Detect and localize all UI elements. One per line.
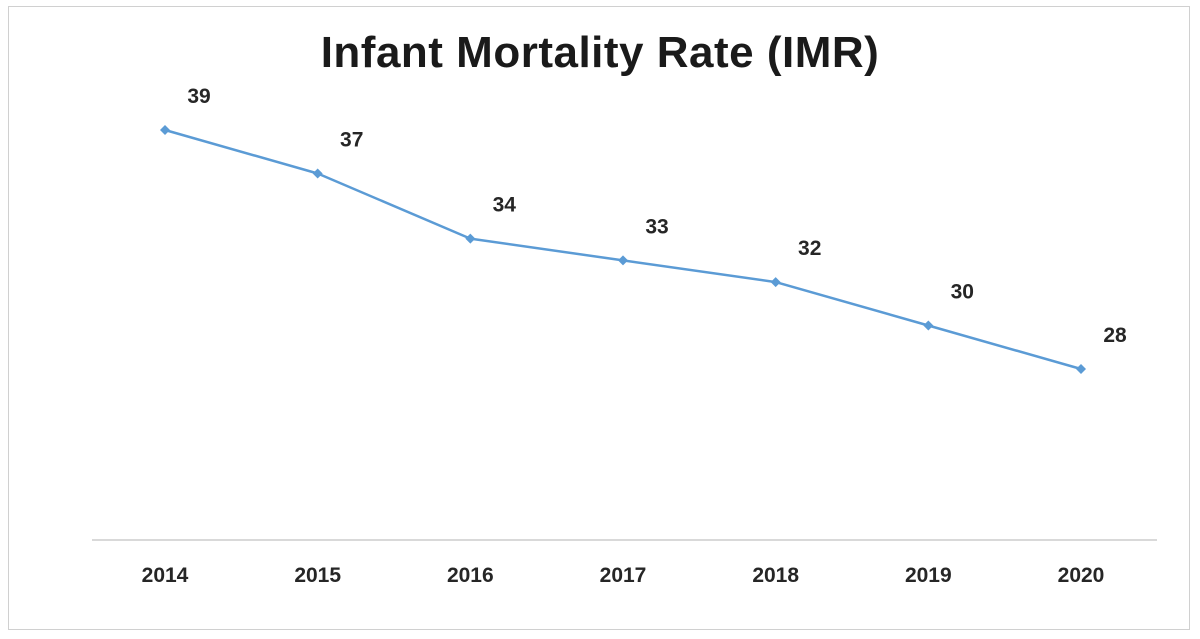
x-tick-label: 2020 [1058,564,1105,587]
x-tick-label: 2015 [294,564,341,587]
x-tick-label: 2018 [752,564,799,587]
x-tick-label: 2019 [905,564,952,587]
chart-frame [8,6,1190,630]
data-label: 32 [798,237,821,260]
data-point [160,125,170,135]
series-group [160,125,1086,374]
data-label: 30 [951,281,974,304]
x-tick-label: 2017 [600,564,647,587]
x-axis-ticks: 2014 2015 2016 2017 2018 2019 2020 [142,564,1105,587]
data-point [923,320,934,331]
data-labels: 39 37 34 33 32 30 28 [187,85,1127,347]
data-point [770,277,781,288]
data-point [618,255,628,266]
x-tick-label: 2016 [447,564,494,587]
x-tick-label: 2014 [142,564,189,587]
series-line [164,128,1082,371]
data-label: 28 [1103,324,1127,347]
data-label: 37 [340,129,363,152]
data-point [1076,364,1086,374]
data-label: 33 [645,215,668,238]
data-label: 34 [493,194,517,217]
data-label: 39 [187,85,210,108]
data-point [312,168,323,179]
data-point [465,233,476,244]
chart-title: Infant Mortality Rate (IMR) [320,28,880,77]
